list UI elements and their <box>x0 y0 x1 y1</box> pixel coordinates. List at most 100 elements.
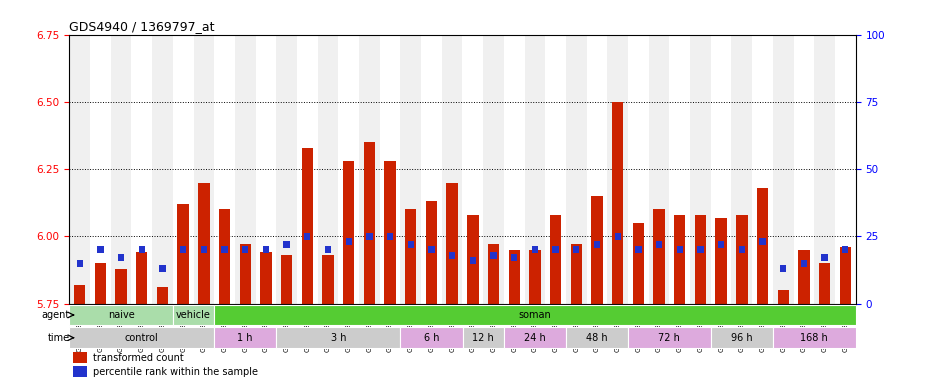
Bar <box>297 35 317 304</box>
Bar <box>215 35 235 304</box>
Bar <box>235 35 255 304</box>
Bar <box>710 328 773 348</box>
Bar <box>736 215 747 304</box>
Bar <box>794 35 814 304</box>
Bar <box>215 328 277 348</box>
Bar <box>732 35 752 304</box>
Bar <box>283 241 290 248</box>
Bar <box>550 215 561 304</box>
Text: 6 h: 6 h <box>424 333 439 343</box>
Text: soman: soman <box>519 310 551 320</box>
Bar <box>408 241 413 248</box>
Bar <box>339 35 359 304</box>
Bar <box>695 215 706 304</box>
Bar <box>676 247 683 253</box>
Bar <box>780 265 786 272</box>
Bar <box>366 233 373 240</box>
Bar <box>69 328 215 348</box>
Bar <box>778 290 789 304</box>
Bar <box>814 35 835 304</box>
Bar <box>277 328 401 348</box>
Bar <box>504 35 524 304</box>
Text: 168 h: 168 h <box>800 333 828 343</box>
Bar <box>462 328 504 348</box>
Text: time: time <box>48 333 69 343</box>
Bar <box>470 257 476 264</box>
Text: 48 h: 48 h <box>586 333 608 343</box>
Bar <box>715 217 727 304</box>
Bar <box>591 196 603 304</box>
Bar <box>586 35 608 304</box>
Bar <box>260 252 272 304</box>
Bar <box>428 247 435 253</box>
Bar <box>364 142 375 304</box>
Bar <box>242 247 249 253</box>
Bar <box>670 35 690 304</box>
Bar <box>136 252 147 304</box>
Bar <box>77 260 83 266</box>
Bar <box>380 35 401 304</box>
Text: 96 h: 96 h <box>731 333 753 343</box>
Bar <box>524 35 545 304</box>
Bar <box>317 35 339 304</box>
Bar <box>633 223 644 304</box>
Text: 1 h: 1 h <box>238 333 253 343</box>
Bar <box>449 252 455 258</box>
Bar <box>566 328 628 348</box>
Bar <box>263 247 269 253</box>
Bar <box>710 35 732 304</box>
Bar <box>73 366 88 377</box>
Bar <box>674 215 685 304</box>
Bar <box>255 35 277 304</box>
Bar <box>574 247 579 253</box>
Bar <box>152 35 173 304</box>
Bar <box>798 250 809 304</box>
Bar <box>545 35 566 304</box>
Bar <box>322 255 334 304</box>
Bar <box>219 209 230 304</box>
Bar <box>566 35 586 304</box>
Bar <box>359 35 380 304</box>
Bar <box>74 285 85 304</box>
Bar <box>118 255 124 261</box>
Bar <box>504 328 566 348</box>
Bar <box>221 247 228 253</box>
Text: percentile rank within the sample: percentile rank within the sample <box>92 367 258 377</box>
Bar <box>718 241 724 248</box>
Bar <box>240 244 251 304</box>
Text: control: control <box>125 333 159 343</box>
Bar <box>304 233 311 240</box>
Bar <box>628 35 648 304</box>
Bar <box>69 35 90 304</box>
Bar <box>401 328 462 348</box>
Bar <box>483 35 504 304</box>
Bar <box>343 161 354 304</box>
Text: 24 h: 24 h <box>524 333 546 343</box>
Bar <box>552 247 559 253</box>
Bar <box>752 35 773 304</box>
Bar <box>835 35 856 304</box>
Bar <box>215 305 856 325</box>
Text: 12 h: 12 h <box>473 333 494 343</box>
Bar <box>608 35 628 304</box>
Bar <box>90 35 111 304</box>
Bar <box>421 35 442 304</box>
Text: 3 h: 3 h <box>330 333 346 343</box>
Bar <box>594 241 600 248</box>
Bar <box>405 209 416 304</box>
Bar <box>201 247 207 253</box>
Text: naive: naive <box>107 310 134 320</box>
Bar <box>401 35 421 304</box>
Bar <box>690 35 710 304</box>
Bar <box>773 328 856 348</box>
Bar <box>739 247 745 253</box>
Bar <box>180 247 186 253</box>
Bar <box>198 182 210 304</box>
Bar <box>571 244 582 304</box>
Bar <box>653 209 665 304</box>
Bar <box>697 247 704 253</box>
Bar <box>447 182 458 304</box>
Bar <box>529 250 540 304</box>
Bar <box>532 247 538 253</box>
Bar <box>757 188 768 304</box>
